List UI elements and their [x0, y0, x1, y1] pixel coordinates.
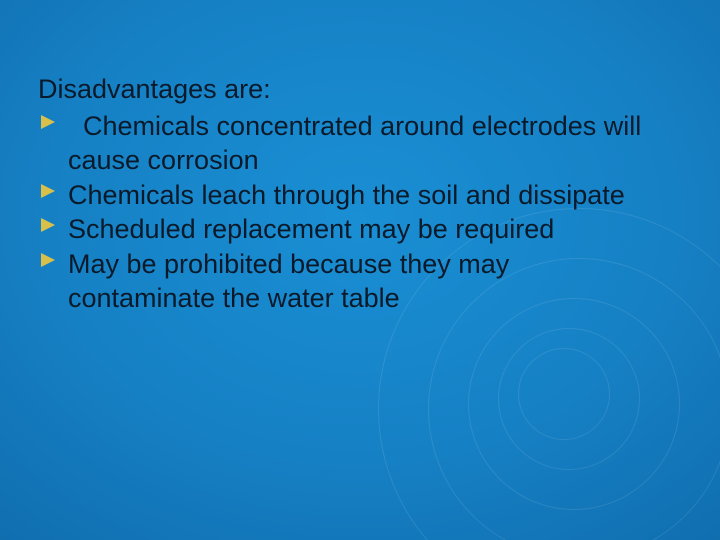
- bullet-text: Scheduled replacement may be required: [68, 214, 554, 244]
- slide-heading: Disadvantages are:: [38, 72, 660, 107]
- bullet-text: Chemicals leach through the soil and dis…: [68, 180, 625, 210]
- ring-icon: [498, 328, 640, 470]
- list-item: Scheduled replacement may be required: [38, 212, 660, 247]
- arrow-bullet-icon: [41, 115, 55, 129]
- arrow-bullet-icon: [41, 253, 55, 267]
- bullet-list: Chemicals concentrated around electrodes…: [38, 109, 660, 316]
- list-item: May be prohibited because they may conta…: [38, 247, 660, 316]
- arrow-bullet-icon: [41, 218, 55, 232]
- arrow-bullet-icon: [41, 184, 55, 198]
- bullet-text: Chemicals concentrated around electrodes…: [68, 111, 641, 176]
- list-item: Chemicals concentrated around electrodes…: [38, 109, 660, 178]
- ring-icon: [468, 298, 680, 510]
- bullet-text: May be prohibited because they may conta…: [68, 249, 509, 314]
- list-item: Chemicals leach through the soil and dis…: [38, 178, 660, 213]
- slide-content: Disadvantages are: Chemicals concentrate…: [38, 72, 660, 316]
- slide: Disadvantages are: Chemicals concentrate…: [0, 0, 720, 540]
- ring-icon: [518, 348, 610, 440]
